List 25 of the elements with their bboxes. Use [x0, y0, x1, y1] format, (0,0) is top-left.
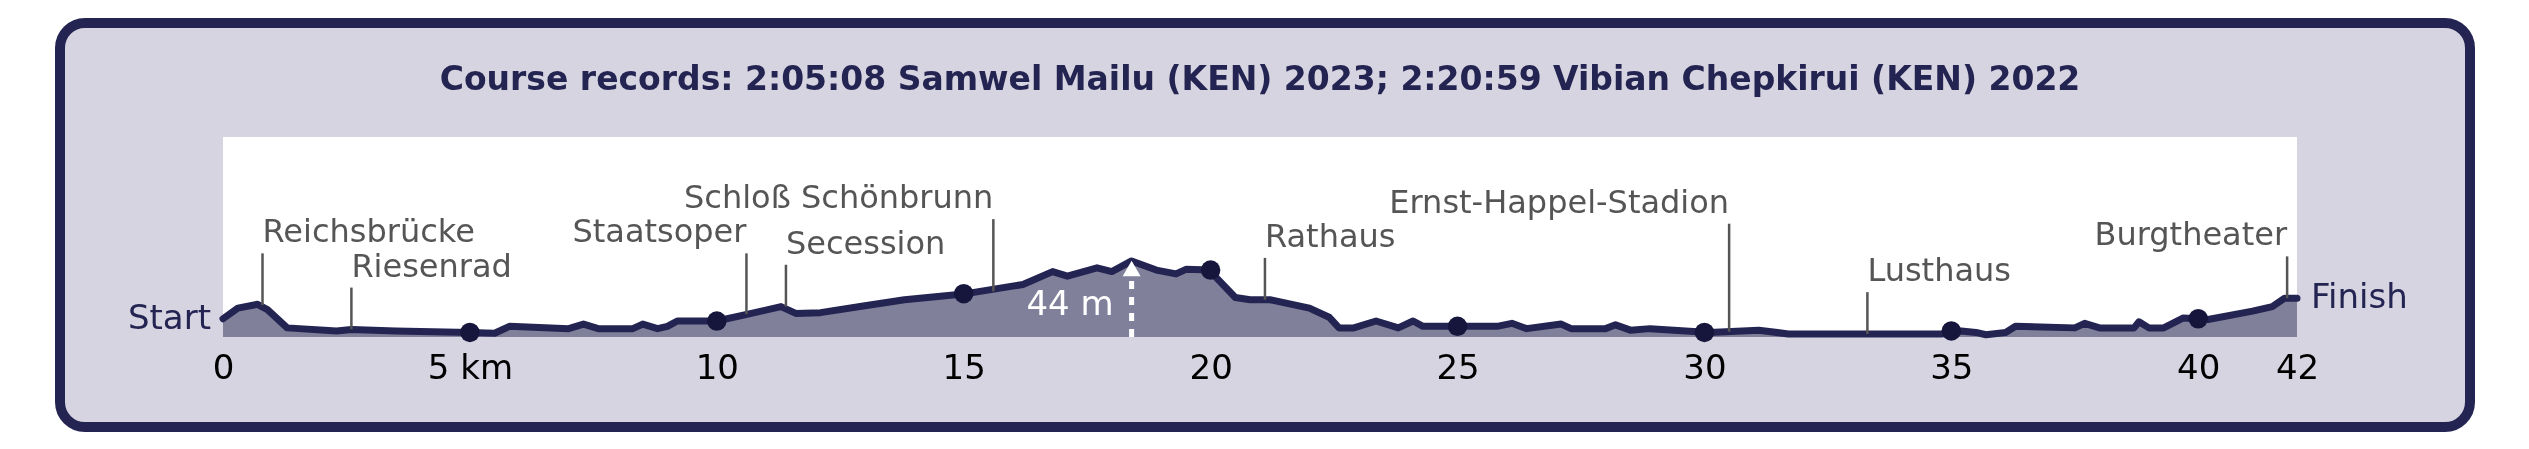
annotation: Lusthaus [1867, 251, 2011, 290]
x-tick-label: 30 [1683, 346, 1727, 387]
point [460, 322, 480, 343]
x-tick-label: 42 [2275, 346, 2320, 387]
point [1694, 322, 1715, 343]
point [2188, 309, 2208, 329]
annotation: Start [127, 296, 211, 337]
point [953, 283, 974, 304]
chart-title: Course records: 2:05:08 Samwel Mailu (KEN) 2023; 2:20:59 Vibian Chepkirui (KEN) 2022 [439, 59, 2081, 98]
annotation: Burgtheater [2094, 215, 2288, 254]
x-tick-label: 15 [942, 346, 986, 387]
x-tick-label: 35 [1930, 346, 1974, 387]
point [1200, 260, 1221, 280]
x-tick-label: 25 [1436, 346, 1480, 387]
annotation: Finish [2311, 276, 2408, 317]
point [1941, 321, 1962, 341]
annotation: 44 m [1026, 282, 1114, 323]
annotation: Secession [785, 223, 946, 262]
x-tick-label: 10 [695, 346, 739, 387]
x-tick-label: 40 [2177, 346, 2221, 387]
x-tick-label: 20 [1189, 346, 1233, 387]
x-tick-label: 0 [212, 346, 235, 387]
point [1447, 316, 1468, 337]
point [707, 311, 727, 331]
x-tick-label: 5 km [427, 346, 514, 387]
